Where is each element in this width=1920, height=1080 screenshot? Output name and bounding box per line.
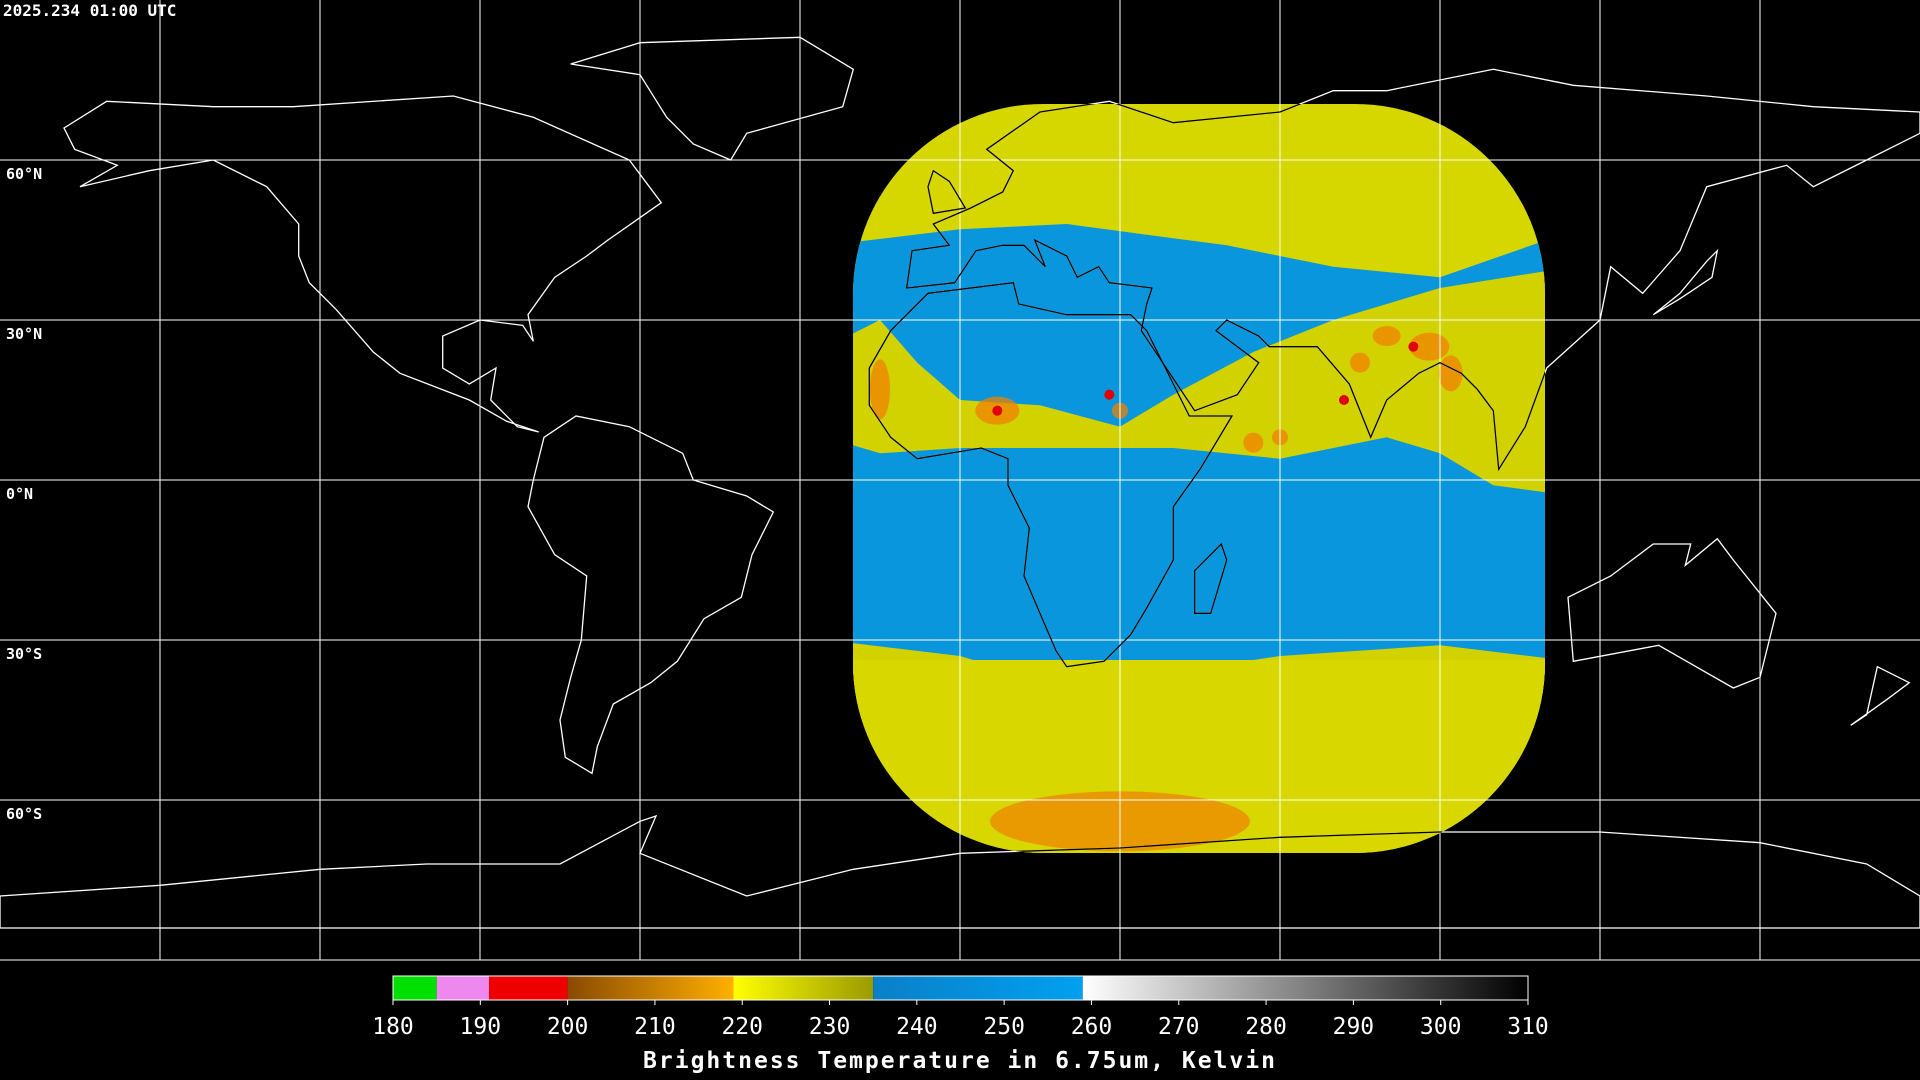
- colorbar-tick-label: 250: [983, 1014, 1025, 1040]
- convection: [870, 359, 890, 420]
- deep-convection: [1408, 341, 1419, 352]
- color-segment: [733, 976, 874, 1000]
- colorbar-tick-label: 280: [1245, 1014, 1287, 1040]
- colorbar-title: Brightness Temperature in 6.75um, Kelvin: [643, 1048, 1277, 1074]
- colorbar-tick-label: 260: [1071, 1014, 1113, 1040]
- lat-label: 0°N: [6, 485, 33, 503]
- convection: [1409, 332, 1450, 361]
- color-segment: [436, 976, 490, 1000]
- lat-labels: 60°N 30°N 0°N 30°S 60°S: [6, 165, 42, 823]
- convection: [1243, 432, 1264, 453]
- deep-convection: [1104, 389, 1115, 400]
- lat-label: 30°S: [6, 645, 42, 663]
- colorbar-tick-label: 240: [896, 1014, 938, 1040]
- colorbar-tick-label: 300: [1420, 1014, 1462, 1040]
- color-segment: [567, 976, 734, 1000]
- colorbar-tick-label: 290: [1333, 1014, 1375, 1040]
- colorbar-tick-label: 230: [809, 1014, 851, 1040]
- convection: [1350, 352, 1370, 373]
- color-segment: [489, 976, 568, 1000]
- color-segment: [1082, 976, 1528, 1000]
- deep-convection: [1339, 395, 1349, 405]
- lat-label: 30°N: [6, 325, 42, 343]
- deep-convection: [992, 405, 1003, 416]
- lat-label: 60°N: [6, 165, 42, 183]
- convection: [1372, 326, 1401, 346]
- colorbar-tick-label: 200: [547, 1014, 589, 1040]
- color-segment: [393, 976, 437, 1000]
- lat-label: 60°S: [6, 805, 42, 823]
- colorbar-frame: [392, 975, 1529, 1001]
- colorbar-tick-label: 180: [372, 1014, 414, 1040]
- timestamp: 2025.234 01:00 UTC: [3, 1, 176, 20]
- colorbar-tick-label: 210: [634, 1014, 676, 1040]
- colorbar-tick-label: 270: [1158, 1014, 1200, 1040]
- moist-band: [853, 266, 1545, 496]
- colorbar-tick-label: 220: [721, 1014, 763, 1040]
- color-segment: [873, 976, 1083, 1000]
- convection: [1438, 355, 1463, 392]
- colorbar-tick-label: 310: [1507, 1014, 1549, 1040]
- satellite-image: [853, 104, 1545, 853]
- colorbar-tick-label: 190: [460, 1014, 502, 1040]
- colorbar: 180 190 200 210 220 230 240 250 260 270 280 290 300 3…: [372, 975, 1549, 1040]
